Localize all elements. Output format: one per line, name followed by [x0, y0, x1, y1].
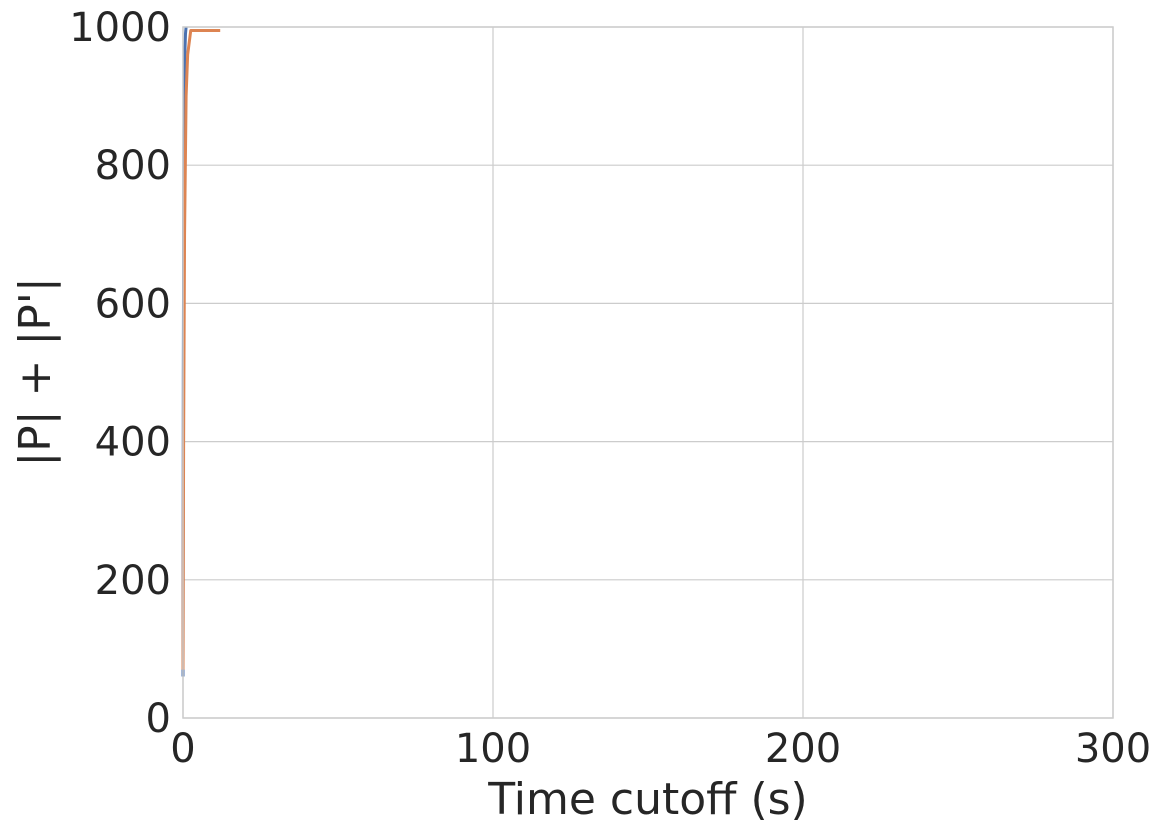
series-line-2: [181, 28, 221, 670]
y-tick-label: 200: [95, 558, 171, 604]
y-tick-label: 0: [146, 696, 171, 742]
x-tick-label: 300: [1075, 726, 1151, 772]
plot-frame: [182, 26, 1114, 719]
x-tick-label: 100: [455, 726, 531, 772]
grid: [182, 26, 1114, 719]
tick-labels: 0 100 200 300 0 200 400 600 800 1000: [69, 5, 1151, 772]
axes: [182, 26, 1114, 719]
y-tick-label: 800: [95, 143, 171, 189]
x-tick-label: 0: [170, 726, 195, 772]
y-axis-title: |P| + |P'|: [10, 277, 61, 466]
x-tick-label: 200: [765, 726, 841, 772]
y-tick-label: 600: [95, 281, 171, 327]
x-axis-title: Time cutoff (s): [487, 774, 807, 825]
y-tick-label: 400: [95, 420, 171, 466]
y-tick-label: 1000: [69, 5, 171, 51]
series-layer: [181, 26, 221, 677]
